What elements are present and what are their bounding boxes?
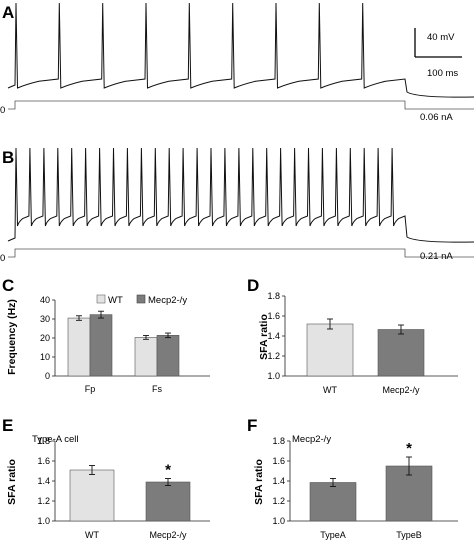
x-labels-c: Fp Fs bbox=[85, 384, 163, 394]
y-tick-label: 1.0 bbox=[267, 371, 280, 381]
y-axis-label-f: SFA ratio bbox=[253, 459, 265, 505]
y-tick-label: 1.4 bbox=[272, 476, 285, 486]
y-tick-label: 1.4 bbox=[267, 331, 280, 341]
bar bbox=[67, 317, 91, 377]
y-tick-label: 1.2 bbox=[272, 496, 285, 506]
y-tick-label: 1.6 bbox=[267, 311, 280, 321]
current-label-a: 0.06 nA bbox=[420, 112, 453, 123]
x-labels-f: TypeA TypeB bbox=[320, 530, 422, 540]
x-tick-label: TypeA bbox=[320, 530, 346, 540]
x-tick-label: Fs bbox=[152, 384, 162, 394]
bar bbox=[377, 329, 425, 377]
y-ticks-d: 1.0 1.2 1.4 1.6 1.8 bbox=[267, 291, 458, 381]
y-tick-label: 30 bbox=[40, 314, 50, 324]
y-axis-label-d: SFA ratio bbox=[258, 314, 270, 360]
x-tick-label: Mecp2-/y bbox=[149, 530, 187, 540]
panel-label-b: B bbox=[2, 148, 14, 167]
current-step-a bbox=[8, 100, 474, 110]
y-tick-label: 1.0 bbox=[37, 516, 50, 526]
y-tick-label: 1.8 bbox=[272, 436, 285, 446]
legend-label-wt: WT bbox=[108, 295, 123, 306]
panel-a: A 40 mV 100 ms 0 0.06 nA bbox=[0, 2, 474, 123]
x-tick-label: WT bbox=[323, 385, 337, 395]
baseline-label-b: 0 bbox=[0, 253, 5, 264]
y-tick-label: 40 bbox=[40, 295, 50, 305]
chart-f: F Mecp2-/y SFA ratio 1.0 1.2 1.4 1.6 1.8 * T… bbox=[247, 416, 458, 540]
bar bbox=[145, 481, 191, 522]
current-step-b bbox=[8, 248, 474, 258]
y-tick-label: 1.2 bbox=[267, 351, 280, 361]
bar bbox=[306, 323, 354, 377]
panel-label-f: F bbox=[247, 416, 257, 435]
annotation-f: Mecp2-/y bbox=[292, 434, 331, 445]
bars-d bbox=[306, 318, 425, 377]
y-ticks-c: 0 10 20 30 40 bbox=[40, 295, 210, 381]
x-labels-d: WT Mecp2-/y bbox=[323, 385, 420, 395]
bar bbox=[69, 469, 115, 522]
bar bbox=[309, 482, 357, 522]
current-label-b: 0.21 nA bbox=[420, 251, 453, 262]
bar bbox=[156, 335, 180, 377]
y-tick-label: 1.6 bbox=[272, 456, 285, 466]
bar bbox=[89, 314, 113, 377]
baseline-label-a: 0 bbox=[0, 105, 5, 116]
annotation-e: Type-A cell bbox=[32, 434, 78, 445]
y-tick-label: 1.4 bbox=[37, 476, 50, 486]
y-tick-label: 1.6 bbox=[37, 456, 50, 466]
y-tick-label: 0 bbox=[45, 371, 50, 381]
scale-voltage-label: 40 mV bbox=[427, 32, 455, 43]
y-axis-label-c: Frequency (Hz) bbox=[6, 299, 18, 375]
bars-f: * bbox=[309, 440, 433, 522]
x-tick-label: Mecp2-/y bbox=[382, 385, 420, 395]
y-tick-label: 1.8 bbox=[37, 436, 50, 446]
chart-e: E Type-A cell SFA ratio 1.01.21.41.61.8 … bbox=[2, 416, 210, 540]
scale-bar: 40 mV 100 ms bbox=[414, 28, 462, 79]
y-tick-label: 20 bbox=[40, 333, 50, 343]
y-tick-label: 10 bbox=[40, 352, 50, 362]
panel-label-c: C bbox=[2, 276, 14, 295]
voltage-trace-a bbox=[7, 2, 474, 98]
chart-c: C WT Mecp2-/y Frequency (Hz) 0 10 20 30 40 F… bbox=[2, 276, 210, 394]
bars-c bbox=[67, 310, 180, 377]
bars-e: * bbox=[69, 462, 191, 522]
chart-d: D SFA ratio 1.0 1.2 1.4 1.6 1.8 WT Mecp2-/y bbox=[247, 276, 458, 395]
significance-star: * bbox=[165, 462, 171, 479]
legend-swatch-wt bbox=[96, 294, 106, 304]
x-labels-e: WT Mecp2-/y bbox=[85, 530, 187, 540]
x-tick-label: Fp bbox=[85, 384, 96, 394]
panel-label-d: D bbox=[247, 276, 259, 295]
x-tick-label: WT bbox=[85, 530, 99, 540]
bar bbox=[134, 337, 158, 377]
y-tick-label: 1.0 bbox=[272, 516, 285, 526]
y-tick-label: 1.2 bbox=[37, 496, 50, 506]
y-tick-label: 1.8 bbox=[267, 291, 280, 301]
scale-time-label: 100 ms bbox=[427, 68, 458, 79]
legend-swatch-ko bbox=[136, 294, 146, 304]
legend-label-ko: Mecp2-/y bbox=[148, 295, 187, 306]
x-tick-label: TypeB bbox=[396, 530, 422, 540]
y-axis-label-e: SFA ratio bbox=[6, 459, 18, 505]
legend-c: WT Mecp2-/y bbox=[96, 294, 187, 306]
voltage-trace-b bbox=[7, 147, 474, 243]
significance-star: * bbox=[406, 440, 412, 457]
panel-label-a: A bbox=[2, 3, 14, 22]
panel-b: B 0 0.21 nA bbox=[0, 147, 474, 264]
panel-label-e: E bbox=[2, 416, 13, 435]
